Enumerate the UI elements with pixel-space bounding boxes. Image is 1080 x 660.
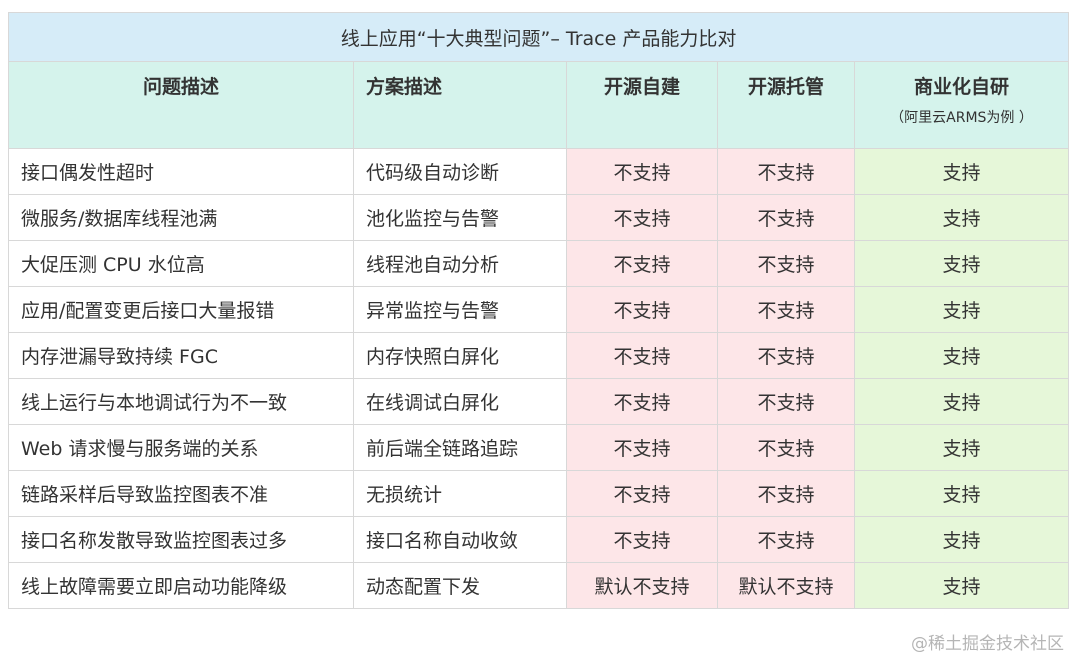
- cell-commercial: 支持: [853, 332, 1070, 379]
- cell-problem: 微服务/数据库线程池满: [8, 194, 354, 241]
- cell-open-source-self-built: 默认不支持: [566, 562, 718, 609]
- table-row: 大促压测 CPU 水位高 线程池自动分析 不支持 不支持 支持: [8, 240, 1070, 287]
- cell-problem: 内存泄漏导致持续 FGC: [8, 332, 354, 379]
- cell-open-source-self-built: 不支持: [566, 470, 718, 517]
- cell-problem: 线上运行与本地调试行为不一致: [8, 378, 354, 425]
- cell-solution: 代码级自动诊断: [353, 148, 567, 195]
- cell-solution: 前后端全链路追踪: [353, 424, 567, 471]
- cell-open-source-self-built: 不支持: [566, 286, 718, 333]
- table-row: 应用/配置变更后接口大量报错 异常监控与告警 不支持 不支持 支持: [8, 286, 1070, 333]
- cell-problem: Web 请求慢与服务端的关系: [8, 424, 354, 471]
- cell-problem: 大促压测 CPU 水位高: [8, 240, 354, 287]
- header-commercial-label: 商业化自研: [914, 76, 1010, 98]
- table-row: 链路采样后导致监控图表不准 无损统计 不支持 不支持 支持: [8, 470, 1070, 517]
- cell-open-source-hosted: 不支持: [717, 424, 855, 471]
- cell-open-source-hosted: 不支持: [717, 332, 855, 379]
- cell-solution: 无损统计: [353, 470, 567, 517]
- cell-open-source-self-built: 不支持: [566, 516, 718, 563]
- cell-commercial: 支持: [853, 470, 1070, 517]
- header-open-source-self-built: 开源自建: [566, 61, 718, 149]
- cell-commercial: 支持: [853, 240, 1070, 287]
- cell-solution: 动态配置下发: [353, 562, 567, 609]
- table-row: 内存泄漏导致持续 FGC 内存快照白屏化 不支持 不支持 支持: [8, 332, 1070, 379]
- header-commercial: 商业化自研 （阿里云ARMS为例 ）: [853, 61, 1070, 149]
- cell-solution: 接口名称自动收敛: [353, 516, 567, 563]
- cell-commercial: 支持: [853, 378, 1070, 425]
- cell-open-source-hosted: 不支持: [717, 194, 855, 241]
- watermark: @稀土掘金技术社区: [911, 634, 1064, 654]
- cell-commercial: 支持: [853, 286, 1070, 333]
- cell-open-source-self-built: 不支持: [566, 194, 718, 241]
- cell-open-source-self-built: 不支持: [566, 424, 718, 471]
- cell-open-source-self-built: 不支持: [566, 240, 718, 287]
- header-open-source-hosted: 开源托管: [717, 61, 855, 149]
- table-row: Web 请求慢与服务端的关系 前后端全链路追踪 不支持 不支持 支持: [8, 424, 1070, 471]
- cell-problem: 接口名称发散导致监控图表过多: [8, 516, 354, 563]
- cell-problem: 链路采样后导致监控图表不准: [8, 470, 354, 517]
- header-problem: 问题描述: [8, 61, 354, 149]
- cell-commercial: 支持: [853, 562, 1070, 609]
- table-title: 线上应用“十大典型问题”– Trace 产品能力比对: [7, 12, 1070, 62]
- cell-solution: 池化监控与告警: [353, 194, 567, 241]
- cell-open-source-hosted: 不支持: [717, 240, 855, 287]
- cell-solution: 异常监控与告警: [353, 286, 567, 333]
- table-row: 接口偶发性超时 代码级自动诊断 不支持 不支持 支持: [8, 148, 1070, 195]
- table-row: 线上故障需要立即启动功能降级 动态配置下发 默认不支持 默认不支持 支持: [8, 562, 1070, 609]
- comparison-table: 线上应用“十大典型问题”– Trace 产品能力比对 问题描述 方案描述 开源自…: [7, 12, 1070, 609]
- cell-solution: 线程池自动分析: [353, 240, 567, 287]
- cell-open-source-hosted: 不支持: [717, 470, 855, 517]
- cell-commercial: 支持: [853, 516, 1070, 563]
- cell-solution: 在线调试白屏化: [353, 378, 567, 425]
- cell-commercial: 支持: [853, 148, 1070, 195]
- cell-solution: 内存快照白屏化: [353, 332, 567, 379]
- cell-commercial: 支持: [853, 424, 1070, 471]
- cell-open-source-hosted: 不支持: [717, 148, 855, 195]
- cell-commercial: 支持: [853, 194, 1070, 241]
- table-row: 微服务/数据库线程池满 池化监控与告警 不支持 不支持 支持: [8, 194, 1070, 241]
- cell-open-source-hosted: 不支持: [717, 516, 855, 563]
- cell-open-source-self-built: 不支持: [566, 378, 718, 425]
- cell-open-source-hosted: 不支持: [717, 286, 855, 333]
- cell-problem: 线上故障需要立即启动功能降级: [8, 562, 354, 609]
- table-row: 线上运行与本地调试行为不一致 在线调试白屏化 不支持 不支持 支持: [8, 378, 1070, 425]
- cell-problem: 应用/配置变更后接口大量报错: [8, 286, 354, 333]
- header-commercial-sub: （阿里云ARMS为例 ）: [890, 110, 1033, 126]
- cell-open-source-hosted: 不支持: [717, 378, 855, 425]
- cell-open-source-self-built: 不支持: [566, 332, 718, 379]
- cell-problem: 接口偶发性超时: [8, 148, 354, 195]
- cell-open-source-self-built: 不支持: [566, 148, 718, 195]
- cell-open-source-hosted: 默认不支持: [717, 562, 855, 609]
- header-solution: 方案描述: [353, 61, 567, 149]
- table-row: 接口名称发散导致监控图表过多 接口名称自动收敛 不支持 不支持 支持: [8, 516, 1070, 563]
